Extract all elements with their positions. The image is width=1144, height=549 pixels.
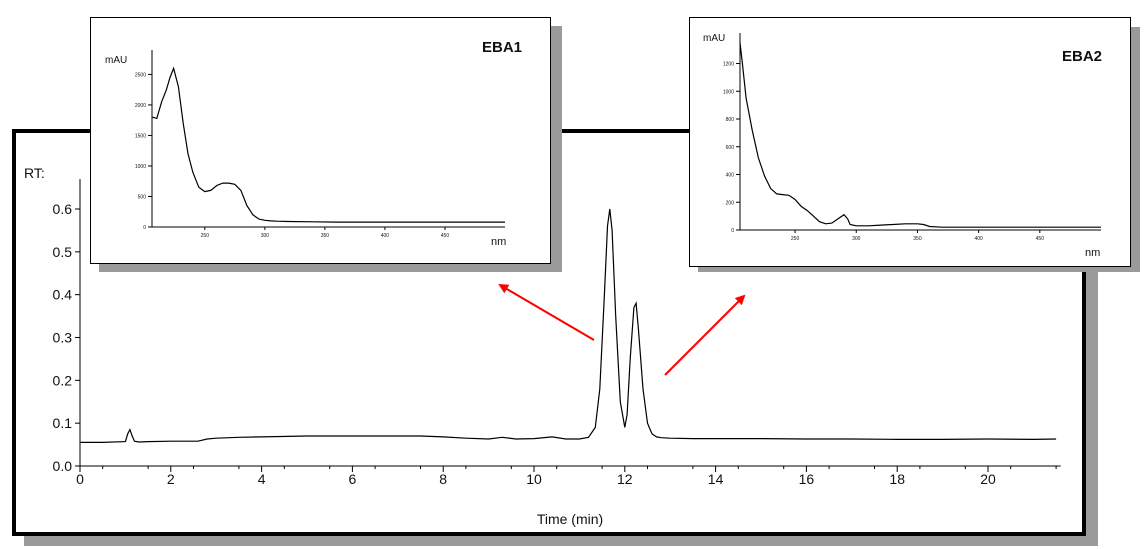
main-y-tick-label: 0.0 — [53, 458, 73, 474]
eba2-y-tick-label: 1000 — [723, 89, 734, 95]
eba2-y-tick-label: 200 — [726, 200, 735, 206]
arrow-to-eba2 — [664, 294, 746, 376]
eba1-y-tick-label: 1500 — [135, 133, 146, 139]
eba1-y-tick-label: 0 — [143, 225, 146, 231]
main-y-tick-label: 0.3 — [53, 330, 73, 346]
eba1-x-tick-label: 300 — [261, 233, 270, 239]
eba2-y-tick-label: 0 — [731, 228, 734, 234]
eba1-title: EBA1 — [482, 39, 522, 56]
main-x-tick-label: 10 — [526, 471, 542, 487]
eba1-spectrum-line — [151, 66, 505, 223]
eba2-inset — [689, 17, 1131, 267]
eba1-xlabel: nm — [491, 236, 506, 248]
main-x-tick-label: 20 — [980, 471, 996, 487]
eba2-ylabel: mAU — [703, 33, 725, 44]
main-x-tick-label: 18 — [889, 471, 905, 487]
main-x-tick-label: 14 — [708, 471, 724, 487]
eba2-y-tick-label: 600 — [726, 145, 735, 151]
main-x-tick-label: 4 — [258, 471, 266, 487]
main-y-tick-label: 0.4 — [53, 287, 73, 303]
main-chromatogram-line — [80, 208, 1057, 443]
eba2-x-tick-label: 450 — [1036, 236, 1045, 242]
eba1-x-tick-label: 250 — [201, 233, 210, 239]
eba2-spectrum-line — [739, 42, 1101, 228]
eba1-x-tick-label: 350 — [321, 233, 330, 239]
eba2-y-tick-label: 800 — [726, 117, 735, 123]
eba2-x-tick-label: 250 — [791, 236, 800, 242]
eba2-x-tick-label: 300 — [852, 236, 861, 242]
eba2-x-tick-label: 400 — [974, 236, 983, 242]
main-x-tick-label: 12 — [617, 471, 633, 487]
eba2-y-tick-label: 400 — [726, 173, 735, 179]
main-x-tick-label: 8 — [439, 471, 447, 487]
main-y-tick-label: 0.2 — [53, 372, 73, 388]
main-y-tick-label: 0.6 — [53, 201, 73, 217]
eba2-xlabel: nm — [1085, 247, 1100, 259]
main-x-tick-label: 0 — [76, 471, 84, 487]
main-y-tick-label: 0.5 — [53, 244, 73, 260]
eba1-y-tick-label: 1000 — [135, 164, 146, 170]
eba1-ylabel: mAU — [105, 55, 127, 66]
eba1-y-tick-label: 2500 — [135, 72, 146, 78]
eba2-y-tick-label: 1200 — [723, 62, 734, 68]
main-x-tick-label: 16 — [799, 471, 815, 487]
eba2-title: EBA2 — [1062, 48, 1102, 65]
main-y-tick-label: 0.1 — [53, 415, 73, 431]
eba1-x-tick-label: 450 — [441, 233, 450, 239]
eba1-inset — [90, 17, 551, 264]
arrow-to-eba1 — [498, 283, 595, 341]
eba1-y-tick-label: 500 — [138, 194, 147, 200]
main-x-tick-label: 6 — [349, 471, 357, 487]
main-ylabel: RT: — [24, 165, 45, 181]
main-xlabel: Time (min) — [537, 511, 603, 527]
eba1-x-tick-label: 400 — [381, 233, 390, 239]
eba1-y-tick-label: 2000 — [135, 103, 146, 109]
main-x-tick-label: 2 — [167, 471, 175, 487]
eba2-x-tick-label: 350 — [913, 236, 922, 242]
